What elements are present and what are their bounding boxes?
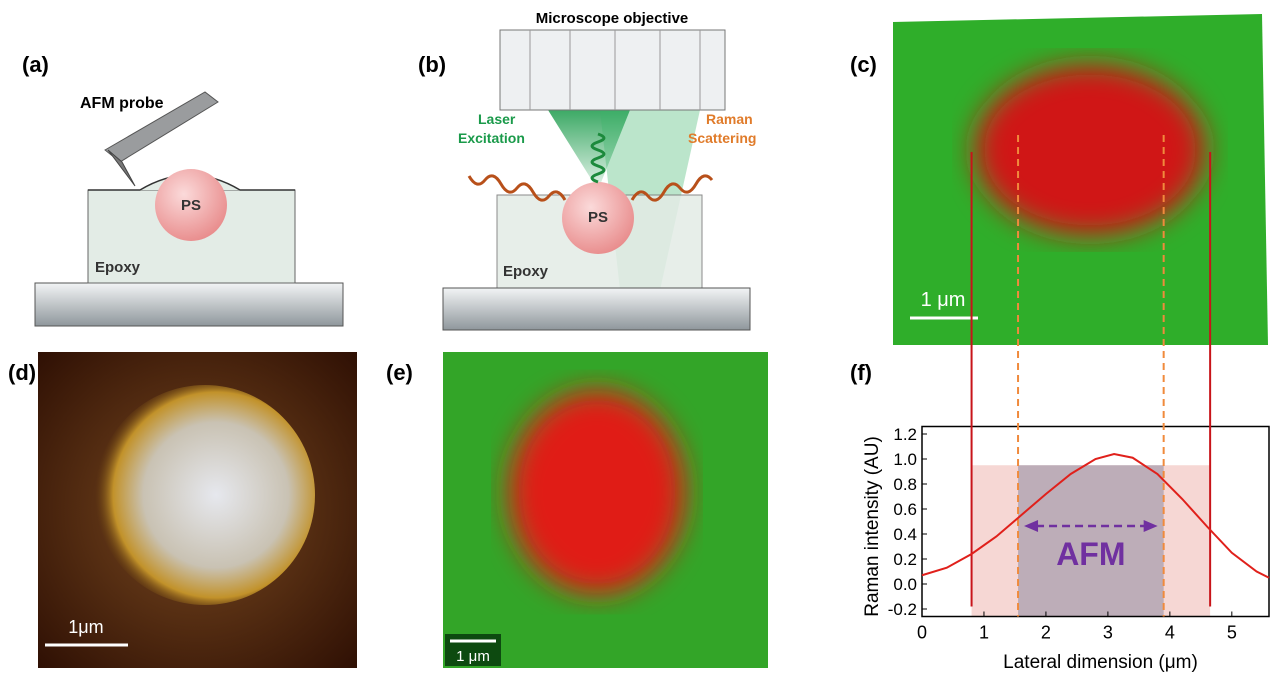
- objective: [500, 30, 725, 110]
- raman-label: Scattering: [688, 130, 756, 146]
- x-tick-label: 4: [1165, 623, 1175, 643]
- panel-label: (c): [850, 52, 877, 77]
- particle-label: PS: [181, 197, 201, 214]
- y-tick-label: 0.8: [893, 475, 917, 494]
- substrate: [443, 288, 750, 330]
- x-axis-label: Lateral dimension (μm): [1003, 652, 1198, 673]
- y-axis-label: Raman intensity (AU): [862, 436, 883, 617]
- panel-label: (e): [386, 360, 413, 385]
- y-tick-label: 0.2: [893, 550, 917, 569]
- x-tick-label: 1: [979, 623, 989, 643]
- y-tick-label: -0.2: [888, 600, 917, 619]
- y-tick-label: 0.6: [893, 500, 917, 519]
- particle-signal: [509, 390, 685, 594]
- x-tick-label: 5: [1227, 623, 1237, 643]
- y-tick-label: 0.4: [893, 525, 917, 544]
- panel-label: (b): [418, 52, 446, 77]
- panel-label: (a): [22, 52, 49, 77]
- probe-label: AFM probe: [80, 95, 164, 112]
- raman-label: Raman: [706, 111, 753, 127]
- substrate: [35, 283, 343, 326]
- laser-label: Laser: [478, 111, 516, 127]
- particle-signal: [975, 65, 1205, 235]
- objective-label: Microscope objective: [536, 10, 689, 27]
- laser-label: Excitation: [458, 130, 525, 146]
- panel-label: (f): [850, 360, 872, 385]
- scale-label: 1 μm: [456, 648, 490, 665]
- x-tick-label: 2: [1041, 623, 1051, 643]
- page: (a) AFM probe PS Epoxy (b) Microscope ob…: [0, 0, 1271, 674]
- matrix-label: Epoxy: [503, 263, 549, 280]
- annotation: AFM: [1056, 536, 1125, 572]
- y-tick-label: 1.2: [893, 425, 917, 444]
- x-tick-label: 3: [1103, 623, 1113, 643]
- figure: (a) AFM probe PS Epoxy (b) Microscope ob…: [0, 0, 1271, 674]
- y-tick-label: 1.0: [893, 450, 917, 469]
- y-tick-label: 0.0: [893, 575, 917, 594]
- particle-topography: [95, 385, 315, 605]
- panel-label: (d): [8, 360, 36, 385]
- scale-label: 1 μm: [921, 289, 966, 311]
- matrix-label: Epoxy: [95, 259, 141, 276]
- particle-label: PS: [588, 209, 608, 226]
- x-tick-label: 0: [917, 623, 927, 643]
- scale-label: 1μm: [68, 617, 103, 637]
